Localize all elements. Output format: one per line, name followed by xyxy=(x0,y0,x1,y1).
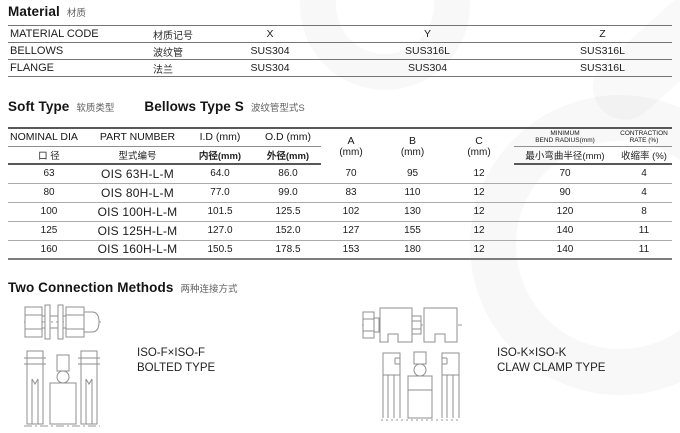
material-table: MATERIAL CODE 材质记号 X Y Z BELLOWS 波纹管 SUS… xyxy=(8,25,672,77)
soft-table-header-row-en: NOMINAL DIA PART NUMBER I.D (mm) O.D (mm… xyxy=(8,128,672,158)
table-row: 63 OIS 63H-L-M 64.0 86.0 70 95 12 70 4 xyxy=(43,166,647,181)
claw-clamp-type-label: ISO-K×ISO-K CLAW CLAMP TYPE xyxy=(497,347,606,374)
table-row: FLANGE 法兰 SUS304 SUS304 SUS316L xyxy=(8,59,672,77)
col-contraction-zh: 收缩率 (%) xyxy=(616,146,672,165)
bolt-drawing-icon xyxy=(24,304,102,340)
material-section-heading: Material 材质 xyxy=(8,4,86,19)
bolted-flange-section-icon xyxy=(24,350,100,427)
material-col-x: X xyxy=(266,28,274,40)
claw-flange-section-icon xyxy=(381,351,461,421)
claw-clamp-drawing-icon xyxy=(362,307,462,343)
col-bend-radius: MINIMUM BEND RADIUS(mm) xyxy=(514,128,616,147)
table-row: 160 OIS 160H-L-M 150.5 178.5 153 180 12 … xyxy=(8,239,672,259)
flange-label-zh: 法兰 xyxy=(153,64,173,76)
bellows-label: BELLOWS xyxy=(10,45,64,57)
table-row: BELLOWS 波纹管 SUS304 SUS316L SUS316L xyxy=(8,42,672,60)
col-part-number-zh: 型式编号 xyxy=(90,146,185,165)
material-code-label-zh: 材质记号 xyxy=(153,30,193,42)
col-a: A (mm) xyxy=(339,134,363,158)
soft-type-title: Soft Type xyxy=(8,99,70,114)
col-b: B (mm) xyxy=(400,134,425,158)
soft-table-header-row-zh: 口 径 型式编号 内径(mm) 外径(mm) 最小弯曲半径(mm) 收缩率 (%… xyxy=(8,146,672,165)
flange-label: FLANGE xyxy=(10,62,55,74)
material-title: Material xyxy=(8,4,60,19)
connections-heading: Two Connection Methods 两种连接方式 xyxy=(8,280,237,295)
bellows-type-title: Bellows Type S xyxy=(144,99,244,114)
col-contraction: CONTRACTION RATE (%) xyxy=(616,128,672,147)
soft-type-title-zh: 软质类型 xyxy=(76,103,115,114)
flange-z: SUS316L xyxy=(580,62,625,74)
bellows-label-zh: 波纹管 xyxy=(153,47,183,59)
col-id-zh: 内径(mm) xyxy=(185,146,255,165)
bellows-z: SUS316L xyxy=(580,45,625,57)
soft-type-heading: Soft Type 软质类型 Bellows Type S 波纹管型式S xyxy=(8,99,305,114)
bellows-y: SUS316L xyxy=(405,45,450,57)
table-row: 100 OIS 100H-L-M 101.5 125.5 102 130 12 … xyxy=(8,201,672,221)
bolted-type-label: ISO-F×ISO-F BOLTED TYPE xyxy=(137,347,216,374)
material-title-zh: 材质 xyxy=(66,8,86,19)
col-c: C (mm) xyxy=(467,134,491,158)
bellows-type-title-zh: 波纹管型式S xyxy=(250,103,305,114)
connections-title-zh: 两种连接方式 xyxy=(180,284,238,295)
col-od-zh: 外径(mm) xyxy=(255,146,321,165)
col-id: I.D (mm) xyxy=(185,128,255,147)
col-bend-radius-zh: 最小弯曲半径(mm) xyxy=(514,146,616,165)
table-row: 125 OIS 125H-L-M 127.0 152.0 127 155 12 … xyxy=(8,220,672,240)
col-part-number: PART NUMBER xyxy=(90,128,185,147)
col-od: O.D (mm) xyxy=(255,128,321,147)
flange-x: SUS304 xyxy=(250,62,290,74)
soft-type-table: NOMINAL DIA PART NUMBER I.D (mm) O.D (mm… xyxy=(8,127,672,260)
col-nominal-dia: NOMINAL DIA xyxy=(8,128,90,147)
col-nominal-dia-zh: 口 径 xyxy=(8,146,90,165)
flange-y: SUS304 xyxy=(407,62,448,74)
material-col-z: Z xyxy=(599,28,606,40)
material-header-row: MATERIAL CODE 材质记号 X Y Z xyxy=(8,25,672,43)
material-col-y: Y xyxy=(423,28,431,40)
bellows-x: SUS304 xyxy=(250,45,290,57)
connections-title: Two Connection Methods xyxy=(8,280,174,295)
table-row: 80 OIS 80H-L-M 77.0 99.0 83 110 12 90 4 xyxy=(8,182,672,202)
material-code-label: MATERIAL CODE xyxy=(10,28,99,40)
